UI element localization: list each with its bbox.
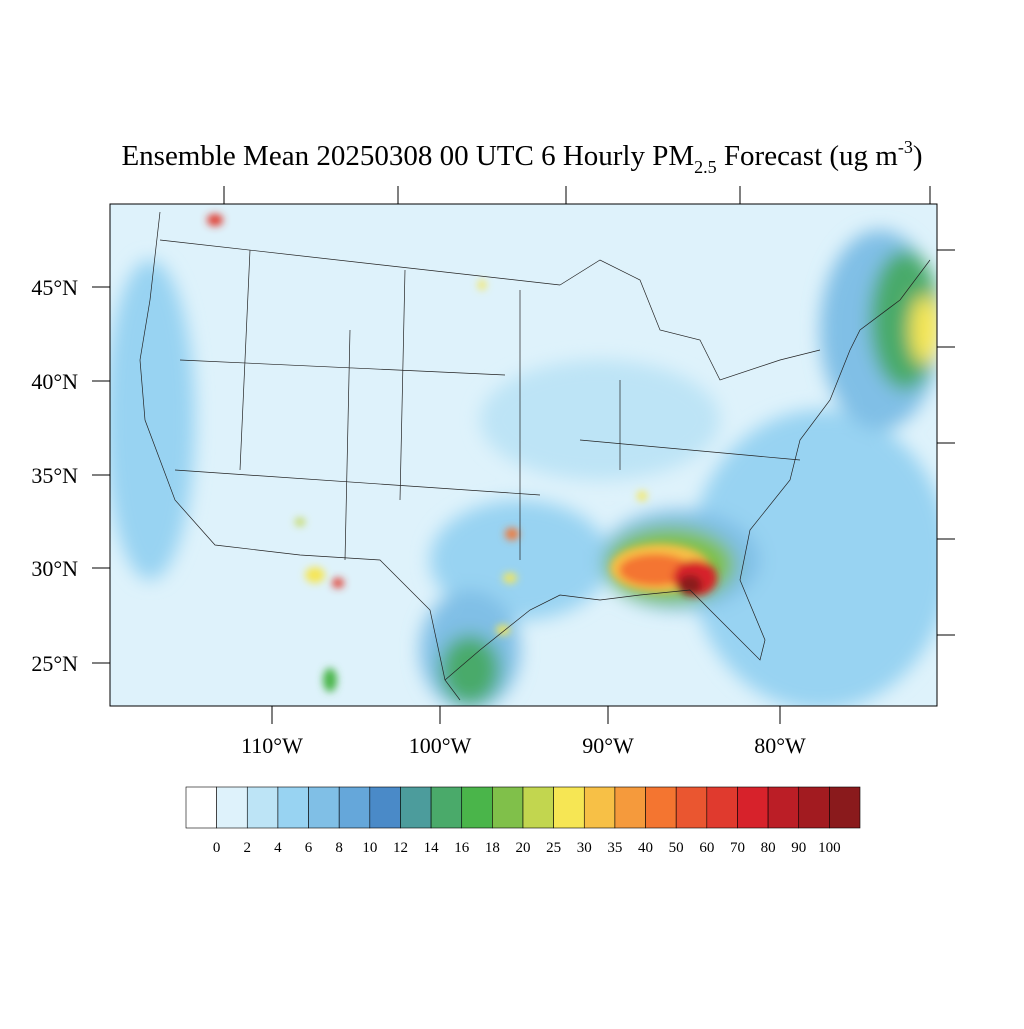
- lat-label: 25°N: [31, 651, 78, 676]
- colorbar-swatch: [400, 786, 432, 829]
- colorbar-label: 90: [791, 840, 806, 856]
- colorbar-swatch: [553, 786, 585, 829]
- lon-label: 90°W: [582, 733, 634, 758]
- colorbar-label: 100: [818, 840, 841, 856]
- colorbar-swatch: [675, 786, 708, 829]
- colorbar-swatch: [614, 786, 646, 829]
- map-field: [110, 204, 937, 706]
- colorbar-swatch: [246, 786, 279, 829]
- colorbar-swatch: [583, 786, 616, 829]
- colorbar-label: 4: [274, 840, 282, 856]
- map-frame: [109, 203, 938, 707]
- colorbar-label: 25: [546, 840, 561, 856]
- colorbar-label: 30: [577, 840, 592, 856]
- colorbar-swatch: [706, 786, 738, 829]
- colorbar-swatch: [492, 786, 524, 829]
- colorbar-label: 8: [335, 840, 343, 856]
- colorbar-label: 10: [362, 840, 377, 856]
- lat-label: 45°N: [31, 275, 78, 300]
- lat-label: 40°N: [31, 369, 78, 394]
- colorbar-swatch: [767, 786, 800, 829]
- colorbar-swatch: [645, 786, 677, 829]
- colorbar-swatch: [461, 786, 493, 829]
- colorbar-label: 2: [244, 840, 252, 856]
- colorbar-swatch: [369, 786, 401, 829]
- colorbar-label: 16: [454, 840, 470, 856]
- lat-label: 30°N: [31, 556, 78, 581]
- colorbar-label: 35: [607, 840, 622, 856]
- colorbar-swatch: [430, 786, 463, 829]
- colorbar-label: 18: [485, 840, 500, 856]
- colorbar-label: 50: [669, 840, 684, 856]
- lon-label: 110°W: [241, 733, 303, 758]
- colorbar-label: 0: [213, 840, 221, 856]
- colorbar-swatch: [522, 786, 554, 829]
- colorbar-label: 12: [393, 840, 408, 856]
- colorbar-swatch: [338, 786, 371, 829]
- colorbar-swatch: [185, 786, 217, 829]
- colorbar-label: 40: [638, 840, 653, 856]
- title: Ensemble Mean 20250308 00 UTC 6 Hourly P…: [121, 137, 922, 177]
- colorbar-label: 14: [424, 840, 440, 856]
- lon-label: 100°W: [409, 733, 472, 758]
- colorbar-swatch: [277, 786, 309, 829]
- colorbar-swatch: [308, 786, 340, 829]
- colorbar-label: 20: [516, 840, 531, 856]
- colorbar-label: 80: [761, 840, 776, 856]
- ticks: [92, 186, 955, 724]
- colorbar-swatch: [737, 786, 769, 829]
- lon-label: 80°W: [754, 733, 806, 758]
- colorbar-label: 60: [699, 840, 714, 856]
- colorbar-label: 70: [730, 840, 745, 856]
- colorbar-swatch: [829, 786, 861, 829]
- colorbar-swatch: [216, 786, 248, 829]
- colorbar-swatch: [798, 786, 830, 829]
- colorbar-label: 6: [305, 840, 313, 856]
- lat-label: 35°N: [31, 463, 78, 488]
